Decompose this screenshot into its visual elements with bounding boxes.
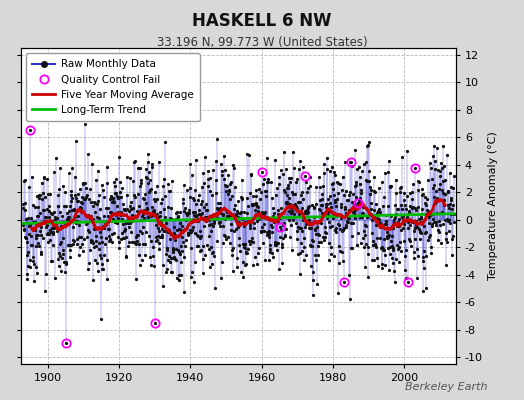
Text: 33.196 N, 99.773 W (United States): 33.196 N, 99.773 W (United States) xyxy=(157,36,367,49)
Y-axis label: Temperature Anomaly (°C): Temperature Anomaly (°C) xyxy=(488,132,498,280)
Text: Berkeley Earth: Berkeley Earth xyxy=(405,382,487,392)
Text: HASKELL 6 NW: HASKELL 6 NW xyxy=(192,12,332,30)
Legend: Raw Monthly Data, Quality Control Fail, Five Year Moving Average, Long-Term Tren: Raw Monthly Data, Quality Control Fail, … xyxy=(26,53,200,121)
